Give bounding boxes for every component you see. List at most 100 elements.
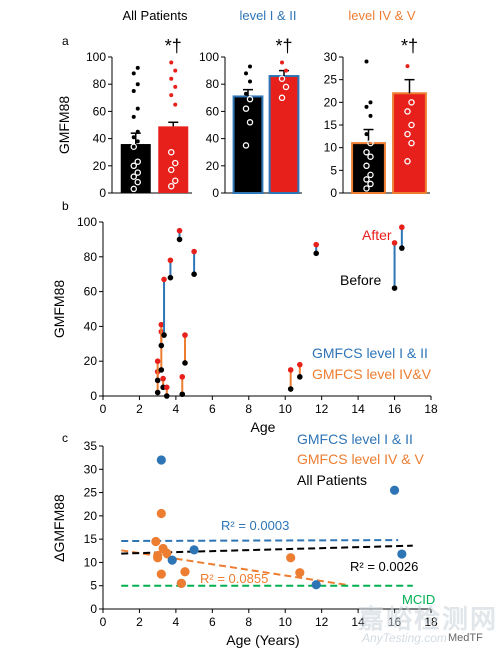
x-tick-label: 4 bbox=[173, 615, 180, 629]
after-point bbox=[278, 75, 286, 83]
before-point bbox=[135, 65, 140, 70]
data-point bbox=[295, 568, 305, 578]
after-point bbox=[173, 102, 178, 107]
after-point bbox=[191, 248, 197, 255]
before-point bbox=[158, 367, 165, 373]
data-point bbox=[151, 536, 161, 547]
y-tick-label: 0 bbox=[90, 602, 97, 616]
y-tick-label: 0 bbox=[330, 186, 337, 200]
before-point bbox=[248, 79, 252, 84]
data-point bbox=[189, 545, 199, 555]
after-point bbox=[161, 276, 167, 283]
legend-level-4-5: GMFCS level IV & V bbox=[297, 451, 424, 467]
before-point bbox=[363, 185, 370, 192]
y-tick-label: 5 bbox=[330, 163, 337, 177]
before-point bbox=[246, 95, 254, 103]
x-tick-label: 0 bbox=[100, 615, 107, 629]
y-tick-label: 0 bbox=[212, 186, 219, 200]
after-point bbox=[182, 332, 188, 338]
data-point bbox=[156, 455, 166, 465]
after-point bbox=[313, 241, 320, 248]
after-point bbox=[404, 108, 411, 115]
before-point bbox=[363, 148, 370, 156]
after-point bbox=[163, 384, 170, 391]
x-tick-label: 18 bbox=[424, 615, 438, 629]
y-tick-label: 30 bbox=[324, 50, 338, 64]
before-point bbox=[364, 59, 369, 64]
y-tick-label: 0 bbox=[99, 186, 106, 200]
significance-annotation: *† bbox=[165, 36, 182, 56]
before-point bbox=[391, 285, 398, 291]
x-tick-label: 14 bbox=[351, 402, 365, 416]
after-bar bbox=[268, 75, 300, 194]
y-tick-label: 25 bbox=[84, 486, 98, 500]
before-point bbox=[134, 169, 141, 176]
y-tick-label: 30 bbox=[84, 462, 98, 476]
y-tick-label: 40 bbox=[206, 132, 220, 146]
x-tick-label: 10 bbox=[279, 615, 293, 629]
after-point bbox=[160, 375, 166, 382]
y-tick-label: 40 bbox=[93, 132, 107, 146]
significance-annotation: *† bbox=[401, 36, 418, 56]
before-point bbox=[399, 245, 405, 251]
group-title: All Patients bbox=[122, 8, 188, 23]
before-point bbox=[154, 389, 161, 396]
y-tick-label: 15 bbox=[324, 118, 338, 132]
y-tick-label: 40 bbox=[84, 319, 98, 333]
x-tick-label: 12 bbox=[315, 615, 329, 629]
data-point bbox=[397, 549, 407, 559]
y-tick-label: 20 bbox=[93, 159, 107, 173]
watermark-main: 嘉峪检测网 bbox=[358, 604, 498, 634]
before-point bbox=[363, 176, 370, 183]
after-point bbox=[167, 166, 175, 174]
y-tick-label: 10 bbox=[84, 555, 98, 569]
before-point bbox=[367, 153, 374, 160]
before-point bbox=[242, 142, 250, 149]
after-point bbox=[391, 240, 398, 246]
before-point bbox=[367, 171, 374, 179]
panel-c-xlabel: Age (Years) bbox=[226, 632, 299, 648]
y-tick-label: 80 bbox=[93, 77, 107, 91]
y-tick-label: 0 bbox=[90, 389, 97, 403]
data-point bbox=[311, 580, 321, 590]
group-title: level I & II bbox=[239, 8, 296, 23]
y-tick-label: 15 bbox=[84, 532, 98, 546]
x-tick-label: 6 bbox=[209, 402, 216, 416]
after-point bbox=[158, 321, 165, 328]
after-point bbox=[167, 257, 174, 264]
fit-label-level-1-2: R² = 0.0003 bbox=[221, 518, 289, 533]
legend-level-1-2: GMFCS level I & II bbox=[312, 345, 428, 361]
after-point bbox=[278, 94, 286, 102]
after-point bbox=[173, 68, 178, 73]
before-point bbox=[135, 129, 140, 134]
before-point bbox=[363, 162, 370, 170]
after-point bbox=[287, 367, 294, 373]
before-point bbox=[367, 180, 374, 188]
y-tick-label: 80 bbox=[84, 250, 98, 264]
before-point bbox=[131, 114, 136, 119]
data-point bbox=[180, 567, 190, 577]
y-tick-label: 35 bbox=[84, 439, 98, 453]
after-point bbox=[297, 361, 303, 368]
after-point bbox=[282, 83, 290, 91]
before-point bbox=[134, 158, 141, 165]
watermark-credit: MedTF bbox=[448, 632, 483, 644]
x-tick-label: 16 bbox=[388, 402, 402, 416]
legend-all-patients: All Patients bbox=[297, 472, 367, 488]
before-point bbox=[130, 173, 137, 180]
before-point bbox=[135, 82, 140, 87]
after-point bbox=[176, 227, 183, 234]
after-point bbox=[405, 64, 410, 69]
y-tick-label: 100 bbox=[77, 215, 97, 229]
after-point bbox=[280, 60, 284, 65]
before-point bbox=[131, 135, 136, 140]
data-point bbox=[162, 548, 172, 558]
panel-a-label: a bbox=[62, 34, 69, 48]
data-point bbox=[167, 555, 177, 565]
x-tick-label: 16 bbox=[388, 615, 402, 629]
before-point bbox=[158, 342, 165, 349]
y-tick-label: 20 bbox=[84, 509, 98, 523]
after-point bbox=[167, 182, 175, 190]
